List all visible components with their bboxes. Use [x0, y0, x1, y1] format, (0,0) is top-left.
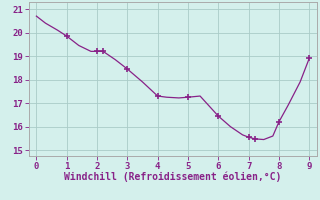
X-axis label: Windchill (Refroidissement éolien,°C): Windchill (Refroidissement éolien,°C) — [64, 172, 282, 182]
